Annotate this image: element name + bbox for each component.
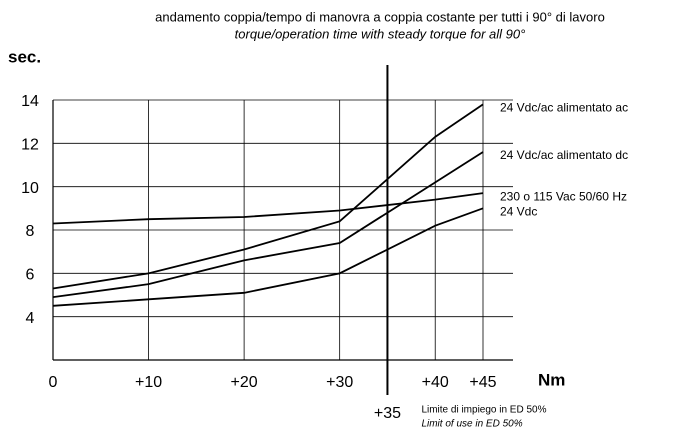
series-line: [52, 103, 484, 290]
series-line: [52, 151, 484, 299]
series-line: [52, 207, 484, 307]
x-tick-label: +40: [422, 374, 449, 391]
y-tick-label: 4: [26, 310, 35, 327]
x-tick-label: +20: [231, 374, 258, 391]
y-tick-label: 8: [26, 223, 35, 240]
chart-title: andamento coppia/tempo di manovra a copp…: [155, 9, 605, 24]
x-tick-label: +30: [326, 374, 353, 391]
y-tick-label: 10: [21, 180, 39, 197]
limit-text-en: Limit of use in ED 50%: [421, 419, 522, 430]
y-tick-label: 14: [21, 93, 39, 110]
x-axis-label: Nm: [538, 370, 565, 389]
series-label: 24 Vdc: [500, 205, 537, 219]
y-tick-label: 6: [26, 267, 35, 284]
y-tick-label: 12: [21, 137, 39, 154]
chart-subtitle: torque/operation time with steady torque…: [235, 26, 526, 41]
limit-text: Limite di impiego in ED 50%: [421, 405, 546, 416]
x-tick-label: +45: [469, 374, 496, 391]
series-label: 24 Vdc/ac alimentato ac: [500, 101, 628, 115]
series-line: [52, 192, 484, 225]
limit-label: +35: [374, 405, 401, 422]
x-tick-label: +10: [135, 374, 162, 391]
x-tick-label: 0: [49, 374, 58, 391]
series-label: 24 Vdc/ac alimentato dc: [500, 148, 628, 162]
y-axis-label: sec.: [8, 47, 41, 66]
series-label: 230 o 115 Vac 50/60 Hz: [500, 189, 627, 203]
